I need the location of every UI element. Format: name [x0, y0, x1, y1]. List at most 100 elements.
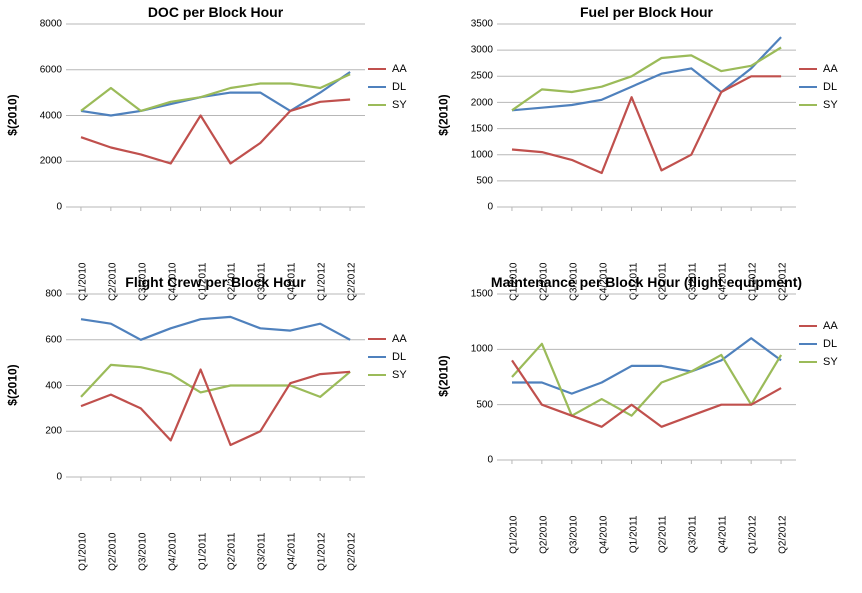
x-tick-label: Q3/2011 [688, 516, 699, 576]
y-tick-label: 4000 [40, 110, 62, 121]
legend-swatch [368, 374, 386, 377]
series-line-sy [81, 365, 350, 397]
plot-svg [497, 24, 796, 207]
y-ticks: 050010001500 [457, 294, 497, 460]
chart-body: $(2010)02000400060008000Q1/2010Q2/2010Q3… [6, 22, 425, 261]
plot-svg [497, 294, 796, 460]
y-tick-label: 2000 [40, 156, 62, 167]
legend-item-sy: SY [368, 99, 407, 111]
x-tick-label: Q1/2011 [628, 516, 639, 576]
y-tick-label: 8000 [40, 19, 62, 30]
plot-area [66, 294, 365, 477]
y-ticks: 0200400600800 [26, 294, 66, 477]
plot-area [497, 24, 796, 207]
legend-label: AA [823, 63, 838, 75]
legend-label: DL [823, 81, 837, 93]
legend: AA DL SY [368, 63, 407, 117]
y-tick-label: 2000 [471, 97, 493, 108]
legend-label: AA [823, 320, 838, 332]
y-tick-label: 1000 [471, 149, 493, 160]
y-tick-label: 3500 [471, 19, 493, 30]
legend-item-aa: AA [799, 63, 838, 75]
y-axis-label: $(2010) [437, 94, 451, 135]
legend-label: SY [823, 356, 838, 368]
legend: AA DL SY [799, 320, 838, 374]
plot-svg [66, 294, 365, 477]
x-tick-label: Q4/2010 [167, 533, 178, 593]
x-tick-label: Q1/2011 [197, 533, 208, 593]
legend-swatch [368, 86, 386, 89]
series-line-dl [81, 317, 350, 340]
x-tick-label: Q3/2011 [257, 533, 268, 593]
legend-item-sy: SY [368, 369, 407, 381]
y-tick-label: 0 [56, 472, 62, 483]
x-tick-label: Q3/2010 [568, 516, 579, 576]
chart-grid-root: DOC per Block Hour$(2010)020004000600080… [0, 0, 862, 540]
x-tick-label: Q4/2010 [598, 516, 609, 576]
y-tick-label: 0 [487, 455, 493, 466]
y-tick-label: 3000 [471, 45, 493, 56]
legend-item-aa: AA [368, 333, 407, 345]
x-ticks: Q1/2010Q2/2010Q3/2010Q4/2010Q1/2011Q2/20… [66, 483, 365, 537]
y-ticks: 02000400060008000 [26, 24, 66, 207]
legend-item-dl: DL [368, 351, 407, 363]
y-tick-label: 1000 [471, 344, 493, 355]
legend-label: SY [392, 99, 407, 111]
legend-item-aa: AA [368, 63, 407, 75]
series-line-aa [81, 370, 350, 446]
plot-area [497, 294, 796, 460]
x-tick-label: Q2/2011 [658, 516, 669, 576]
x-ticks: Q1/2010Q2/2010Q3/2010Q4/2010Q1/2011Q2/20… [497, 213, 796, 267]
chart-panel-crew: Flight Crew per Block Hour $(2010) 0 200 400… [0, 270, 431, 540]
plot-area [66, 24, 365, 207]
x-tick-label: Q1/2010 [508, 516, 519, 576]
legend: AA DL SY [368, 333, 407, 387]
y-tick-label: 800 [45, 289, 62, 300]
x-tick-label: Q1/2012 [317, 533, 328, 593]
x-ticks: Q1/2010Q2/2010Q3/2010Q4/2010Q1/2011Q2/20… [66, 213, 365, 267]
legend-swatch [799, 343, 817, 346]
y-tick-label: 400 [45, 380, 62, 391]
x-tick-label: Q4/2011 [718, 516, 729, 576]
x-tick-label: Q4/2011 [287, 533, 298, 593]
legend-item-aa: AA [799, 320, 838, 332]
x-tick-label: Q1/2012 [748, 516, 759, 576]
legend-swatch [368, 68, 386, 71]
legend-swatch [368, 104, 386, 107]
chart-body: $(2010)0200400600800Q1/2010Q2/2010Q3/201… [6, 292, 425, 531]
legend-swatch [368, 356, 386, 359]
x-tick-label: Q2/2010 [538, 516, 549, 576]
y-tick-label: 2500 [471, 71, 493, 82]
chart-body: $(2010)0500100015002000250030003500Q1/20… [437, 22, 856, 261]
y-tick-label: 1500 [471, 123, 493, 134]
x-ticks: Q1/2010Q2/2010Q3/2010Q4/2010Q1/2011Q2/20… [497, 466, 796, 520]
legend-swatch [368, 338, 386, 341]
y-axis-label: $(2010) [6, 364, 20, 405]
series-line-sy [512, 48, 781, 111]
y-tick-label: 600 [45, 334, 62, 345]
y-tick-label: 0 [56, 202, 62, 213]
legend-swatch [799, 361, 817, 364]
y-tick-label: 500 [476, 399, 493, 410]
y-tick-label: 500 [476, 175, 493, 186]
y-tick-label: 200 [45, 426, 62, 437]
plot-svg [66, 24, 365, 207]
legend-swatch [799, 104, 817, 107]
legend-item-dl: DL [799, 338, 838, 350]
chart-panel-doc: DOC per Block Hour$(2010)020004000600080… [0, 0, 431, 270]
legend-label: AA [392, 333, 407, 345]
x-tick-label: Q1/2010 [77, 533, 88, 593]
legend-item-sy: SY [799, 356, 838, 368]
y-axis-label: $(2010) [6, 94, 20, 135]
x-tick-label: Q2/2012 [778, 516, 789, 576]
legend-label: SY [392, 369, 407, 381]
legend-item-dl: DL [368, 81, 407, 93]
chart-title: Maintenance per Block Hour (flight equip… [437, 274, 856, 290]
chart-title: Flight Crew per Block Hour [6, 274, 425, 290]
chart-title: Fuel per Block Hour [437, 4, 856, 20]
y-ticks: 0500100015002000250030003500 [457, 24, 497, 207]
legend-label: SY [823, 99, 838, 111]
chart-panel-fuel: Fuel per Block Hour$(2010)05001000150020… [431, 0, 862, 270]
legend: AA DL SY [799, 63, 838, 117]
legend-label: DL [392, 351, 406, 363]
